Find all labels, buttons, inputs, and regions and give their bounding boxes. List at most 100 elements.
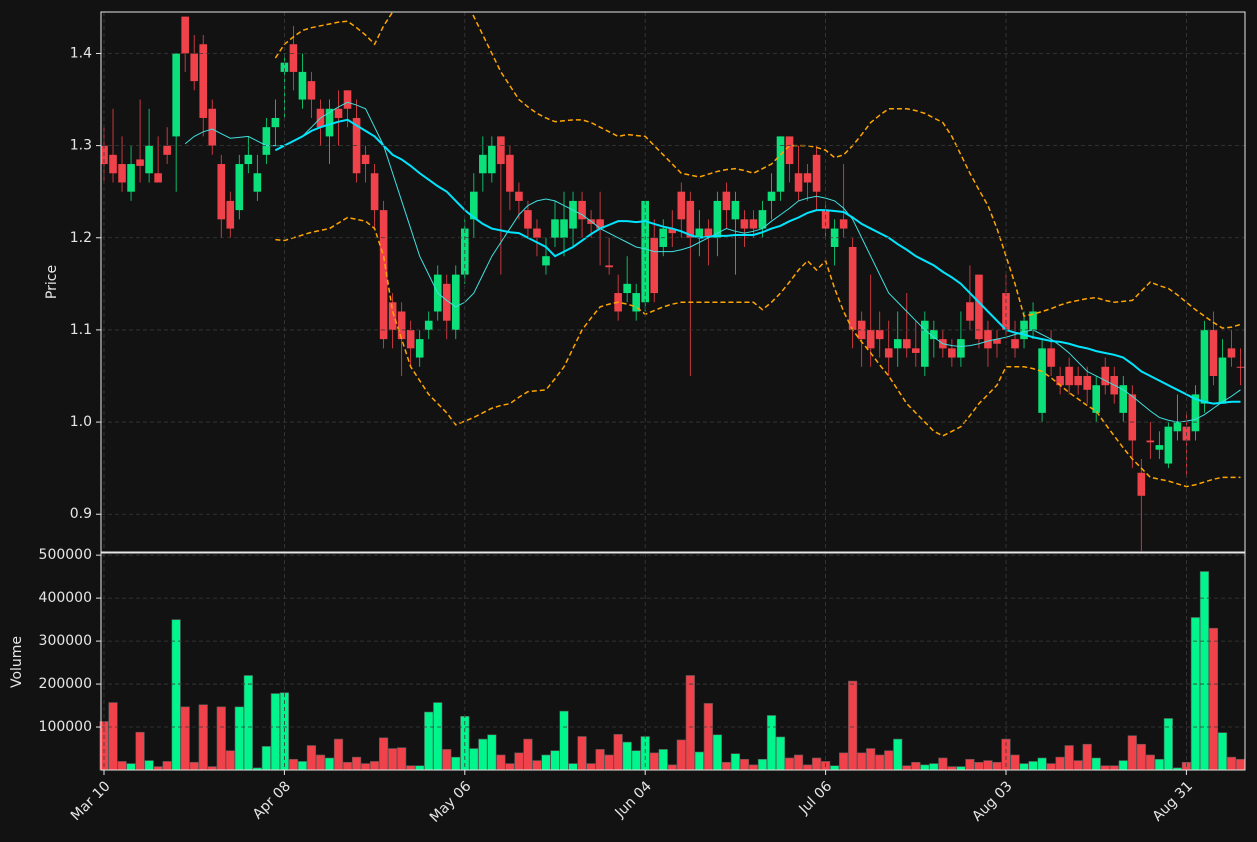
candle-body: [713, 200, 722, 238]
volume-bar: [893, 738, 903, 771]
y-tick-label: 1.4: [70, 45, 92, 61]
volume-bar: [875, 754, 885, 771]
candle-body: [884, 348, 893, 358]
volume-bar: [929, 763, 939, 771]
volume-bar: [1145, 754, 1155, 771]
y-tick-label: 100000: [39, 719, 92, 735]
volume-bar: [1190, 617, 1201, 771]
candle-body: [975, 274, 983, 340]
candle-body: [181, 16, 189, 54]
candle-body: [533, 228, 541, 238]
candle-body: [235, 164, 244, 211]
volume-bar: [171, 619, 181, 771]
volume-bar: [270, 693, 280, 771]
candle-body: [325, 108, 334, 137]
candle-body: [1227, 348, 1236, 358]
candle-body: [208, 108, 217, 146]
volume-bar: [649, 752, 659, 771]
candle-body: [830, 228, 839, 247]
candle-body: [470, 191, 478, 220]
volume-bar: [559, 710, 569, 771]
volume-bar: [721, 761, 731, 771]
volume-bar: [857, 752, 867, 771]
volume-bar: [496, 754, 506, 771]
candle-body: [1218, 357, 1227, 404]
candle-body: [1083, 375, 1091, 390]
candle-body: [488, 145, 496, 174]
candle-body: [1200, 329, 1209, 404]
candle-body: [136, 159, 144, 166]
candle-body: [758, 210, 767, 229]
volume-bar: [135, 731, 145, 771]
volume-bar: [1046, 763, 1056, 771]
volume-bar: [775, 736, 786, 771]
candle-body: [388, 302, 397, 330]
candle-body: [740, 219, 749, 229]
candle-body: [280, 62, 289, 72]
volume-bar: [1019, 763, 1029, 771]
candle-body: [397, 311, 406, 340]
volume-bar: [839, 752, 849, 771]
candle-body: [1056, 375, 1064, 386]
volume-bar: [658, 749, 668, 771]
y-tick-label: 300000: [39, 633, 92, 649]
candle-body: [217, 164, 226, 220]
candle-body: [668, 228, 677, 234]
volume-bar: [1055, 756, 1065, 771]
volume-bar: [1226, 756, 1237, 771]
candle-body: [118, 164, 126, 183]
volume-bar: [586, 763, 596, 771]
candle-body: [1155, 445, 1164, 450]
candle-body: [578, 200, 586, 220]
volume-bar: [595, 749, 605, 771]
volume-bar: [297, 761, 308, 771]
candle-body: [1146, 440, 1155, 443]
volume-bar: [739, 758, 750, 771]
volume-bar: [604, 754, 614, 771]
volume-bar: [992, 761, 1002, 771]
volume-bar: [306, 745, 317, 771]
volume-bar: [974, 761, 984, 771]
volume-bar: [685, 675, 695, 771]
volume-bar: [234, 706, 244, 771]
candle-body: [677, 191, 686, 220]
y-tick-label: 400000: [39, 590, 92, 606]
candle-body: [921, 320, 929, 367]
volume-bar: [730, 753, 740, 771]
volume-bar: [144, 760, 154, 771]
volume-bar: [613, 734, 623, 771]
volume-bar: [622, 741, 632, 771]
candle-body: [605, 265, 613, 268]
volume-bar: [351, 756, 362, 771]
volume-bar: [225, 750, 235, 771]
volume-bar: [406, 765, 416, 771]
candle-body: [596, 219, 604, 229]
candle-body: [154, 173, 162, 183]
volume-bar: [288, 758, 299, 771]
candle-body: [424, 320, 433, 330]
candle-body: [370, 173, 379, 211]
volume-bar: [478, 738, 488, 771]
candle-body: [1191, 394, 1200, 432]
candle-body: [803, 173, 812, 183]
volume-bar: [207, 766, 217, 771]
volume-bar: [1073, 760, 1083, 771]
candle-body: [776, 136, 785, 192]
y-axis-label: Price: [44, 265, 60, 299]
candle-body: [253, 173, 262, 192]
volume-bar: [379, 737, 389, 771]
candle-body: [632, 293, 640, 312]
volume-bar: [884, 750, 894, 771]
candle-body: [1002, 293, 1010, 330]
volume-bar: [577, 736, 587, 771]
y-axis-label: Volume: [9, 636, 25, 688]
candle-body: [1074, 375, 1082, 386]
candle-body: [271, 117, 280, 128]
candle-body: [1137, 472, 1146, 496]
candle-body: [695, 228, 704, 238]
candle-body: [893, 339, 902, 349]
candle-body: [821, 210, 830, 229]
candle-body: [704, 228, 713, 238]
